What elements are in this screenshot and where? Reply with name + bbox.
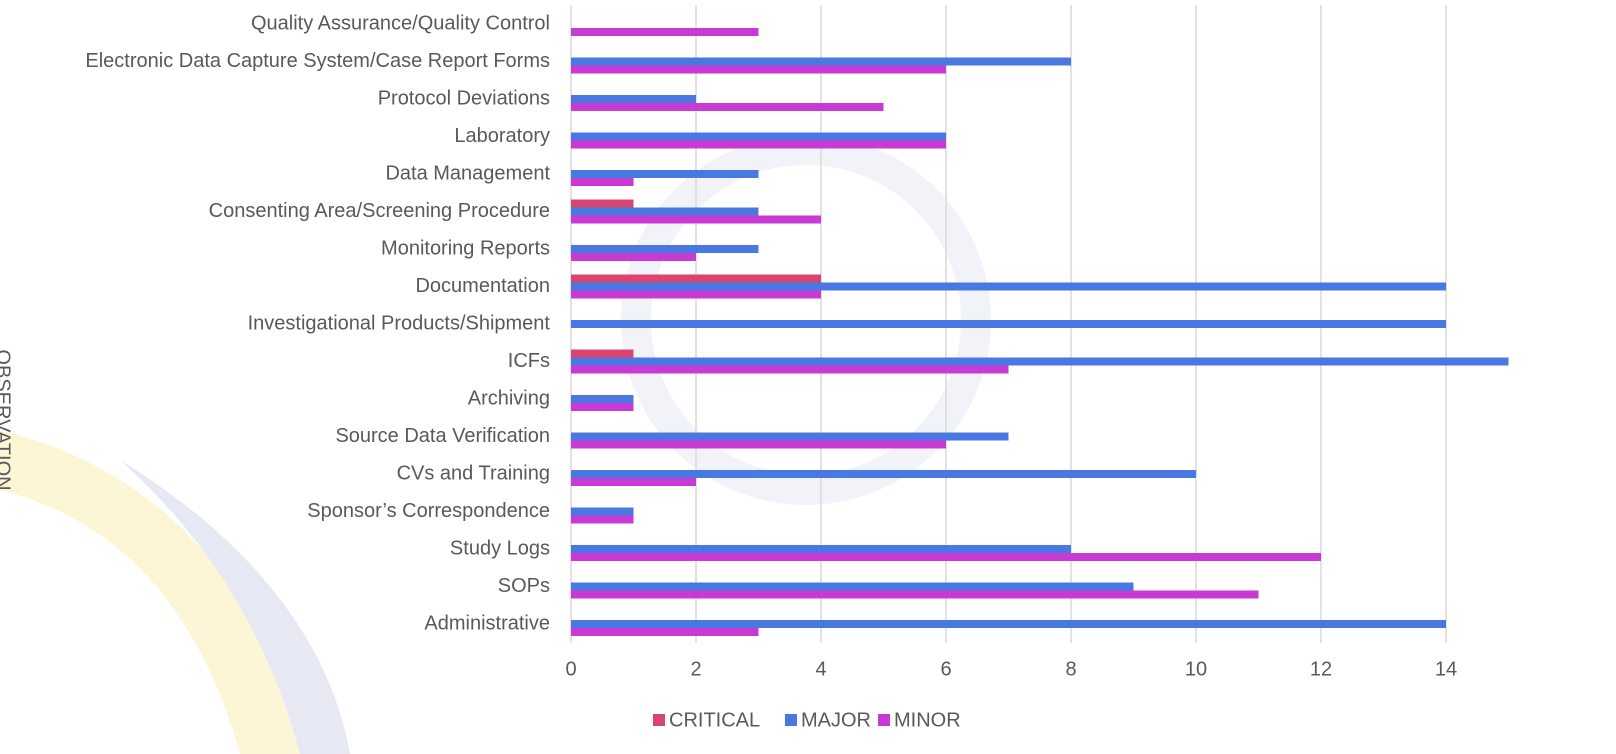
bar — [571, 628, 759, 636]
bar — [571, 103, 884, 111]
y-tick-label: Source Data Verification — [335, 425, 550, 447]
legend-swatch — [878, 714, 890, 726]
bar — [571, 591, 1259, 599]
y-tick-label: Administrative — [424, 612, 550, 634]
x-tick-label: 14 — [1435, 658, 1457, 680]
y-tick-label: Study Logs — [450, 537, 550, 559]
y-tick-label: Data Management — [385, 162, 550, 184]
x-tick-label: 6 — [940, 658, 951, 680]
y-axis-label: OBSERVATION — [0, 349, 14, 490]
bar — [571, 366, 1009, 374]
bar — [571, 245, 759, 253]
bar — [571, 553, 1321, 561]
y-tick-label: Electronic Data Capture System/Case Repo… — [85, 50, 550, 72]
bar — [571, 66, 946, 74]
bar — [571, 470, 1196, 478]
bar — [571, 133, 946, 141]
legend-label: CRITICAL — [669, 709, 760, 731]
y-tick-label: Protocol Deviations — [378, 87, 550, 109]
bar — [571, 275, 821, 283]
bar — [571, 95, 696, 103]
bar — [571, 620, 1446, 628]
y-tick-label: ICFs — [508, 350, 550, 372]
bar — [571, 358, 1509, 366]
x-tick-label: 10 — [1185, 658, 1207, 680]
bar — [571, 433, 1009, 441]
bar — [571, 508, 634, 516]
bar — [571, 516, 634, 524]
bar — [571, 350, 634, 358]
bar — [571, 208, 759, 216]
chart: OBSERVATION 0 2 4 6 8 10 12 14 Quality Assurance… — [0, 0, 1616, 754]
bar — [571, 478, 696, 486]
y-tick-label: Documentation — [415, 275, 550, 297]
bar — [571, 320, 1446, 328]
y-tick-label: Laboratory — [454, 125, 550, 147]
x-tick-label: 8 — [1065, 658, 1076, 680]
bar — [571, 141, 946, 149]
x-tick-label: 4 — [815, 658, 826, 680]
y-tick-label: Sponsor’s Correspondence — [307, 500, 550, 522]
bar — [571, 291, 821, 299]
bar — [571, 200, 634, 208]
legend-label: MINOR — [894, 709, 961, 731]
legend-swatch — [785, 714, 797, 726]
bar — [571, 216, 821, 224]
bar — [571, 283, 1446, 291]
legend-label: MAJOR — [801, 709, 871, 731]
x-tick-label: 2 — [690, 658, 701, 680]
x-tick-label: 12 — [1310, 658, 1332, 680]
y-tick-label: Quality Assurance/Quality Control — [251, 12, 550, 34]
bar — [571, 253, 696, 261]
bar — [571, 403, 634, 411]
bar — [571, 178, 634, 186]
y-tick-label: SOPs — [498, 575, 550, 597]
y-tick-label: CVs and Training — [397, 462, 550, 484]
y-tick-label: Consenting Area/Screening Procedure — [209, 200, 550, 222]
bar — [571, 583, 1134, 591]
y-tick-label: Investigational Products/Shipment — [248, 312, 551, 334]
bar — [571, 28, 759, 36]
y-tick-label: Archiving — [468, 387, 550, 409]
y-tick-label: Monitoring Reports — [381, 237, 550, 259]
page: OBSERVATION 0 2 4 6 8 10 12 14 Quality Assurance… — [0, 0, 1616, 754]
bar — [571, 395, 634, 403]
bar — [571, 545, 1071, 553]
bar — [571, 58, 1071, 66]
x-tick-label: 0 — [565, 658, 576, 680]
legend-swatch — [653, 714, 665, 726]
bar — [571, 170, 759, 178]
bar — [571, 441, 946, 449]
